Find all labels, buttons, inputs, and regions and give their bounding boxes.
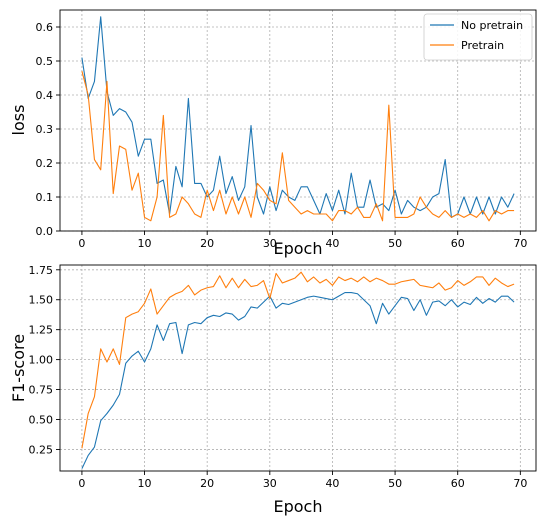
f1-x-tick-label: 40 [325, 477, 339, 490]
f1-x-tick-label: 30 [263, 477, 277, 490]
f1-gridlines [60, 265, 536, 471]
loss-x-tick-label: 30 [263, 237, 277, 250]
loss-x-tick-label: 10 [138, 237, 152, 250]
loss-x-tick-label: 60 [451, 237, 465, 250]
f1-y-tick-label: 0.25 [29, 443, 54, 456]
loss-series-lines [81, 16, 515, 222]
loss-plot-frame [59, 9, 537, 232]
loss-x-tick-label: 50 [388, 237, 402, 250]
loss-x-tick-label: 0 [78, 237, 85, 250]
legend: No pretrain Pretrain [423, 13, 533, 61]
f1-x-tick-label: 50 [388, 477, 402, 490]
legend-label-no-pretrain: No pretrain [461, 19, 523, 32]
loss-x-tick-label: 20 [200, 237, 214, 250]
legend-label-pretrain: Pretrain [461, 39, 504, 52]
f1-x-tick-label: 60 [451, 477, 465, 490]
loss-ticks: 0 10 20 30 40 50 60 70 0.0 0.1 0.2 0.3 0.4 0.5 0.6 [36, 21, 528, 250]
f1-y-tick-label: 0.75 [29, 384, 54, 397]
loss-y-tick-label: 0.4 [36, 89, 54, 102]
loss-x-tick-label: 40 [325, 237, 339, 250]
loss-series-line-no-pretrain [81, 16, 515, 218]
loss-panel: 0 10 20 30 40 50 60 70 0.0 0.1 0.2 0.3 0.4 0.5 0.6 Epo… [9, 9, 537, 258]
f1-x-axis-label: Epoch [274, 497, 323, 516]
f1-y-tick-label: 1.00 [29, 354, 54, 367]
f1-series-line-no-pretrain [81, 291, 515, 469]
loss-y-tick-label: 0.5 [36, 55, 54, 68]
f1-panel: 0 10 20 30 40 50 60 70 0.25 0.50 0.75 1.00 1.25 1.50 1… [9, 264, 537, 516]
f1-series-line-pretrain [81, 271, 515, 449]
loss-y-tick-label: 0.2 [36, 157, 54, 170]
loss-x-axis-label: Epoch [274, 239, 323, 258]
f1-x-tick-label: 10 [138, 477, 152, 490]
loss-x-tick-label: 70 [513, 237, 527, 250]
f1-x-tick-label: 0 [78, 477, 85, 490]
f1-x-tick-label: 20 [200, 477, 214, 490]
f1-x-tick-label: 70 [513, 477, 527, 490]
f1-plot-frame [59, 264, 537, 472]
loss-y-axis-label: loss [9, 105, 28, 136]
f1-ticks: 0 10 20 30 40 50 60 70 0.25 0.50 0.75 1.00 1.25 1.50 1… [29, 264, 528, 490]
loss-y-tick-label: 0.3 [36, 123, 54, 136]
loss-y-tick-label: 0.1 [36, 191, 54, 204]
f1-y-tick-label: 1.50 [29, 294, 54, 307]
f1-y-tick-label: 1.75 [29, 264, 54, 277]
f1-y-axis-label: F1-score [9, 334, 28, 402]
f1-series-lines [81, 271, 515, 469]
f1-y-tick-label: 1.25 [29, 324, 54, 337]
loss-series-line-pretrain [81, 71, 515, 222]
f1-y-tick-label: 0.50 [29, 414, 54, 427]
loss-y-tick-label: 0.0 [36, 225, 54, 238]
loss-y-tick-label: 0.6 [36, 21, 54, 34]
